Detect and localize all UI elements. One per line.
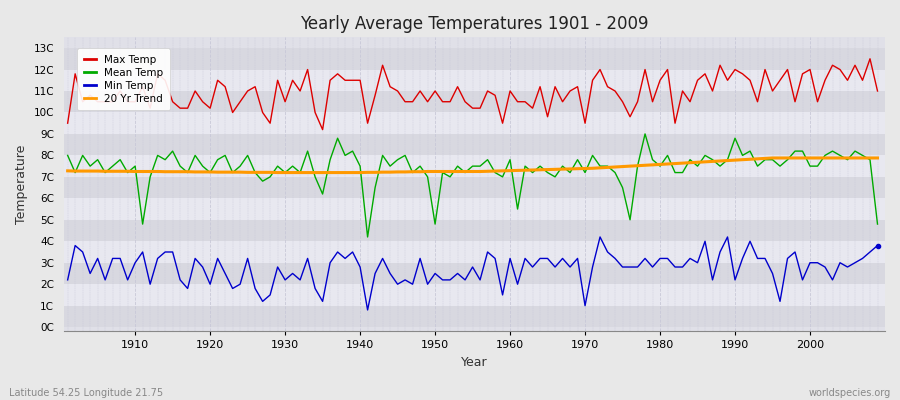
- Bar: [64, 112, 885, 134]
- Bar: [64, 91, 885, 112]
- Bar: [64, 241, 885, 263]
- Bar: [64, 70, 885, 91]
- Bar: [64, 306, 885, 327]
- X-axis label: Year: Year: [461, 356, 488, 369]
- Bar: [64, 155, 885, 177]
- Bar: [64, 284, 885, 306]
- Text: worldspecies.org: worldspecies.org: [809, 388, 891, 398]
- Bar: [64, 48, 885, 70]
- Bar: [64, 177, 885, 198]
- Y-axis label: Temperature: Temperature: [15, 145, 28, 224]
- Bar: [64, 134, 885, 155]
- Title: Yearly Average Temperatures 1901 - 2009: Yearly Average Temperatures 1901 - 2009: [301, 15, 649, 33]
- Legend: Max Temp, Mean Temp, Min Temp, 20 Yr Trend: Max Temp, Mean Temp, Min Temp, 20 Yr Tre…: [77, 48, 170, 110]
- Bar: [64, 263, 885, 284]
- Bar: [64, 220, 885, 241]
- Bar: [64, 198, 885, 220]
- Text: Latitude 54.25 Longitude 21.75: Latitude 54.25 Longitude 21.75: [9, 388, 163, 398]
